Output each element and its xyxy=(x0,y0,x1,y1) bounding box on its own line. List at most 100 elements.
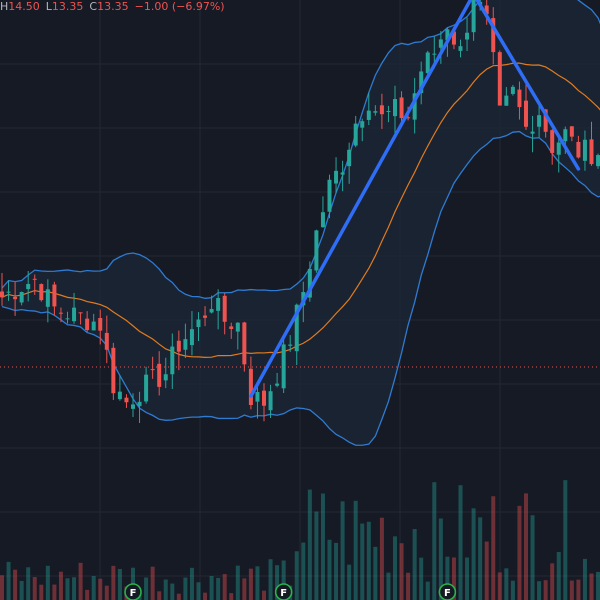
candle-body[interactable] xyxy=(334,170,339,184)
candle-body[interactable] xyxy=(209,309,214,313)
candle-body[interactable] xyxy=(98,318,103,331)
candle-body[interactable] xyxy=(550,130,555,153)
candle-body[interactable] xyxy=(32,278,37,280)
candle-body[interactable] xyxy=(13,296,18,300)
candle-body[interactable] xyxy=(465,32,470,40)
candle-body[interactable] xyxy=(85,318,90,331)
candle-body[interactable] xyxy=(39,284,44,301)
candle-body[interactable] xyxy=(255,392,260,402)
candle-body[interactable] xyxy=(307,268,312,298)
trend-line[interactable] xyxy=(474,0,581,171)
earnings-marker[interactable]: F xyxy=(438,583,457,600)
candle-body[interactable] xyxy=(563,129,568,142)
earnings-marker[interactable]: F xyxy=(124,583,142,600)
candle-body[interactable] xyxy=(72,307,77,322)
candle-body[interactable] xyxy=(78,312,83,314)
candle-body[interactable] xyxy=(137,401,142,407)
candle-body[interactable] xyxy=(320,212,325,228)
candle-body[interactable] xyxy=(360,121,365,128)
candle-body[interactable] xyxy=(491,18,496,53)
candle-body[interactable] xyxy=(412,93,417,120)
candle-body[interactable] xyxy=(589,139,594,165)
candle-body[interactable] xyxy=(386,110,391,112)
candle-body[interactable] xyxy=(281,344,286,389)
candle-body[interactable] xyxy=(314,230,319,271)
candle-body[interactable] xyxy=(340,172,345,175)
candle-body[interactable] xyxy=(504,95,509,106)
candle-body[interactable] xyxy=(379,105,384,115)
candle-body[interactable] xyxy=(537,115,542,127)
candle-body[interactable] xyxy=(58,312,63,314)
candle-body[interactable] xyxy=(438,39,443,48)
candle-body[interactable] xyxy=(510,86,515,94)
candle-body[interactable] xyxy=(576,141,581,158)
candle-body[interactable] xyxy=(327,179,332,212)
candle-body[interactable] xyxy=(445,29,450,41)
candle-body[interactable] xyxy=(373,111,378,113)
trend-lines[interactable] xyxy=(249,0,581,398)
candle-body[interactable] xyxy=(268,391,273,411)
candle-body[interactable] xyxy=(543,109,548,132)
candle-body[interactable] xyxy=(294,304,299,352)
candle-body[interactable] xyxy=(216,298,221,311)
candle-body[interactable] xyxy=(65,318,70,320)
candle-body[interactable] xyxy=(229,326,234,329)
candle-body[interactable] xyxy=(117,391,122,400)
candle-body[interactable] xyxy=(582,139,587,161)
candle-body[interactable] xyxy=(45,289,50,307)
candle-body[interactable] xyxy=(406,117,411,119)
candle-body[interactable] xyxy=(596,155,600,167)
candle-body[interactable] xyxy=(235,322,240,332)
candle-body[interactable] xyxy=(288,344,293,346)
candle-body[interactable] xyxy=(124,397,129,403)
candle-body[interactable] xyxy=(556,142,561,155)
candle-body[interactable] xyxy=(144,374,149,402)
candle-body[interactable] xyxy=(163,374,168,381)
candle-body[interactable] xyxy=(176,340,181,352)
candle-body[interactable] xyxy=(275,383,280,386)
candle-body[interactable] xyxy=(524,100,528,127)
candle-body[interactable] xyxy=(183,339,188,350)
candle-body[interactable] xyxy=(484,5,489,15)
candle-body[interactable] xyxy=(569,126,574,137)
candle-body[interactable] xyxy=(157,363,162,387)
candle-body[interactable] xyxy=(150,369,155,371)
candle-body[interactable] xyxy=(432,53,437,55)
candle-body[interactable] xyxy=(458,46,463,51)
candle-body[interactable] xyxy=(242,322,247,365)
candle-body[interactable] xyxy=(111,347,116,394)
candle-body[interactable] xyxy=(52,284,57,307)
candle-body[interactable] xyxy=(222,295,227,322)
candle-body[interactable] xyxy=(419,71,424,93)
candle-body[interactable] xyxy=(91,321,96,331)
candle-body[interactable] xyxy=(26,283,31,290)
candle-body[interactable] xyxy=(262,390,266,406)
candle-body[interactable] xyxy=(19,291,24,303)
candle-body[interactable] xyxy=(0,291,4,298)
candle-body[interactable] xyxy=(353,123,358,146)
candle-body[interactable] xyxy=(170,346,175,375)
candle-body[interactable] xyxy=(393,99,397,117)
candle-body[interactable] xyxy=(131,404,135,409)
candle-body[interactable] xyxy=(6,291,11,293)
candle-body[interactable] xyxy=(451,31,456,45)
earnings-marker[interactable]: F xyxy=(274,583,293,600)
candle-body[interactable] xyxy=(425,52,430,74)
candle-body[interactable] xyxy=(189,329,194,346)
candle-body[interactable] xyxy=(248,368,253,405)
candle-body[interactable] xyxy=(517,89,522,108)
candle-body[interactable] xyxy=(203,315,208,318)
candle-body[interactable] xyxy=(471,0,476,33)
candles[interactable] xyxy=(0,0,600,424)
candle-body[interactable] xyxy=(104,332,109,350)
candle-body[interactable] xyxy=(366,110,371,120)
trend-line[interactable] xyxy=(249,0,474,398)
candle-body[interactable] xyxy=(347,149,352,167)
candle-body[interactable] xyxy=(497,52,502,106)
candle-body[interactable] xyxy=(196,319,201,328)
candle-body[interactable] xyxy=(399,97,404,119)
candle-body[interactable] xyxy=(530,131,535,134)
